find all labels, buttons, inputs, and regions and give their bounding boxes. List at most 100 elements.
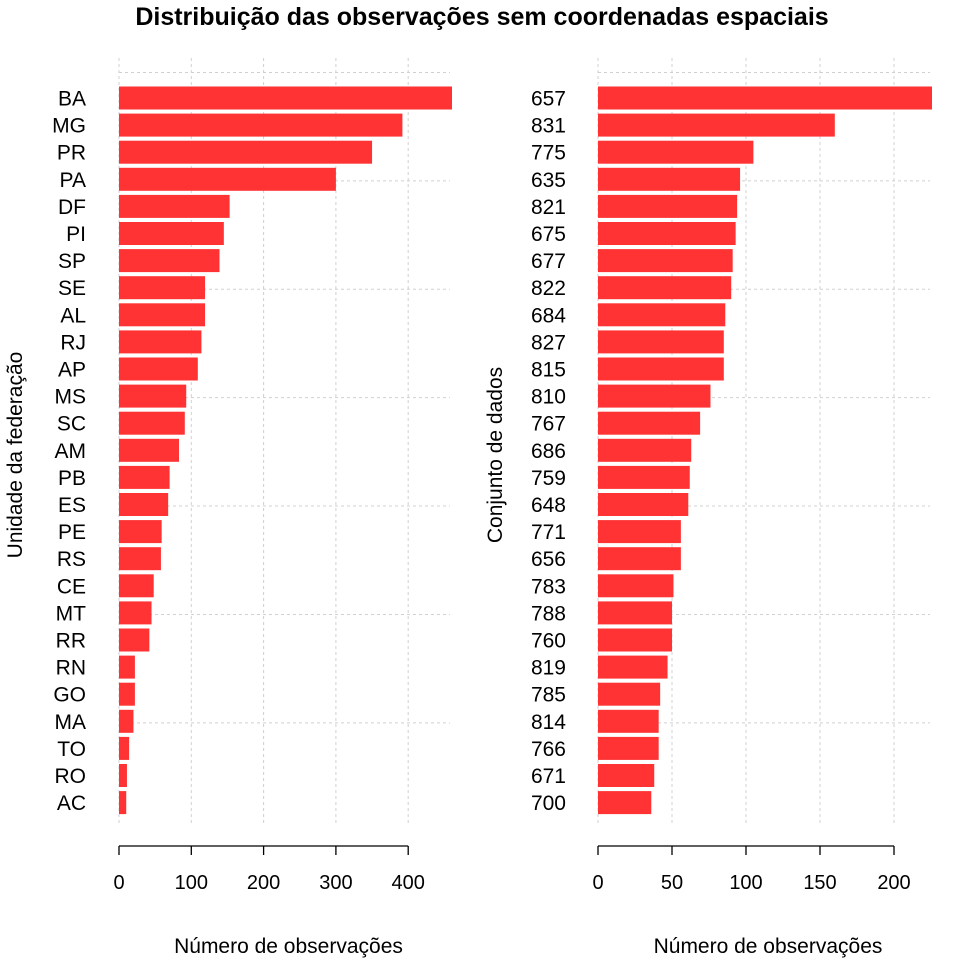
bar-760 xyxy=(598,628,672,652)
category-label: DF xyxy=(58,196,86,219)
bar-PR xyxy=(119,140,373,164)
category-label: RJ xyxy=(60,331,86,354)
bar-656 xyxy=(598,547,681,571)
category-label: 675 xyxy=(531,223,566,246)
y-axis-title: Conjunto de dados xyxy=(484,367,507,543)
bar-MA xyxy=(119,709,134,733)
category-label: 684 xyxy=(531,304,566,327)
category-label: 656 xyxy=(531,548,566,571)
chart-panel-1: BA MG PR PA DF PI SP SE AL RJ AP MS SC AM PB ES PE RS CE MT… xyxy=(4,58,452,958)
bar-657 xyxy=(598,86,932,110)
bar-SC xyxy=(119,411,185,435)
category-label: 771 xyxy=(531,521,566,544)
category-label: 700 xyxy=(531,792,566,815)
category-label: 810 xyxy=(531,386,566,409)
bar-671 xyxy=(598,764,655,787)
category-label: PI xyxy=(66,223,86,246)
bar-DF xyxy=(119,194,230,218)
category-label: 686 xyxy=(531,440,566,463)
x-axis-title: Número de observações xyxy=(654,935,883,958)
bar-AL xyxy=(119,303,206,327)
bar-RR xyxy=(119,628,150,652)
bar-RN xyxy=(119,655,135,679)
x-tick-label: 150 xyxy=(803,872,836,894)
bar-PB xyxy=(119,465,170,489)
x-tick-label: 0 xyxy=(113,872,124,894)
category-label: 821 xyxy=(531,196,566,219)
category-label: PR xyxy=(57,142,86,165)
category-label: 785 xyxy=(531,684,566,707)
category-label: 648 xyxy=(531,494,566,517)
category-label: 822 xyxy=(531,277,566,300)
category-label: 819 xyxy=(531,657,566,680)
category-label: RN xyxy=(56,657,86,680)
bar-822 xyxy=(598,276,732,300)
bar-771 xyxy=(598,520,681,544)
category-label: AM xyxy=(55,440,87,463)
bar-BA xyxy=(119,86,452,110)
bar-831 xyxy=(598,113,835,137)
category-label: SP xyxy=(58,250,86,273)
category-label: GO xyxy=(53,684,86,707)
category-label: CE xyxy=(57,575,86,598)
x-tick-label: 50 xyxy=(661,872,683,894)
bar-648 xyxy=(598,493,689,516)
x-axis-title: Número de observações xyxy=(174,935,403,958)
bar-635 xyxy=(598,167,741,191)
bar-RO xyxy=(119,764,127,787)
category-label: 671 xyxy=(531,765,566,788)
category-label: 766 xyxy=(531,738,566,761)
bar-815 xyxy=(598,357,724,381)
bar-810 xyxy=(598,384,711,408)
bar-785 xyxy=(598,682,661,706)
bar-783 xyxy=(598,574,674,598)
bar-775 xyxy=(598,140,754,164)
category-label: 760 xyxy=(531,630,566,653)
bar-MS xyxy=(119,384,187,408)
bar-819 xyxy=(598,655,668,679)
y-axis-title: Unidade da federação xyxy=(4,352,27,559)
category-label: MT xyxy=(56,602,86,625)
category-label: 635 xyxy=(531,169,566,192)
bar-767 xyxy=(598,411,701,435)
bar-ES xyxy=(119,493,169,516)
x-tick-label: 200 xyxy=(877,872,910,894)
bar-766 xyxy=(598,736,659,760)
bar-SP xyxy=(119,249,220,273)
category-label: MG xyxy=(52,115,86,138)
category-label: RO xyxy=(55,765,87,788)
category-label: AP xyxy=(58,359,86,382)
x-tick-label: 0 xyxy=(592,872,603,894)
bar-PE xyxy=(119,520,162,544)
category-label: 814 xyxy=(531,711,566,734)
category-label: 657 xyxy=(531,88,566,111)
bar-PI xyxy=(119,222,224,245)
bar-827 xyxy=(598,330,724,354)
chart-panel-2: 657 831 775 635 821 675 677 822 684 827 815 810 767 6… xyxy=(484,58,932,958)
category-label: PB xyxy=(58,467,86,490)
category-label: 759 xyxy=(531,467,566,490)
bar-MG xyxy=(119,113,403,137)
bar-RJ xyxy=(119,330,202,354)
category-label: ES xyxy=(58,494,86,517)
category-label: TO xyxy=(57,738,86,761)
category-label: 783 xyxy=(531,575,566,598)
category-label: RR xyxy=(56,630,86,653)
category-label: 788 xyxy=(531,602,566,625)
bar-759 xyxy=(598,465,690,489)
bar-MT xyxy=(119,601,152,625)
category-label: MS xyxy=(55,386,87,409)
bar-677 xyxy=(598,249,733,273)
category-label: AC xyxy=(57,792,86,815)
bar-RS xyxy=(119,547,161,571)
category-label: 815 xyxy=(531,359,566,382)
category-label: RS xyxy=(57,548,86,571)
x-tick-label: 100 xyxy=(729,872,762,894)
bar-SE xyxy=(119,276,206,300)
category-label: BA xyxy=(58,88,86,111)
x-tick-label: 100 xyxy=(175,872,208,894)
bar-814 xyxy=(598,709,659,733)
category-label: SC xyxy=(57,413,86,436)
category-label: SE xyxy=(58,277,86,300)
